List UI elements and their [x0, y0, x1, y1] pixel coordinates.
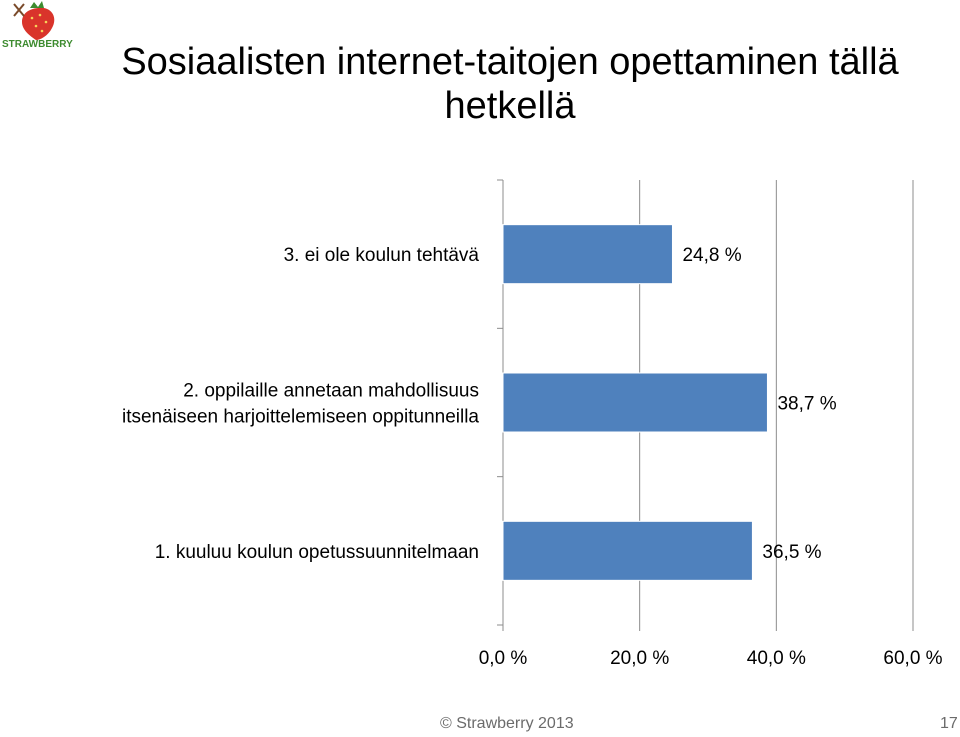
- x-tick-label: 60,0 %: [883, 648, 942, 669]
- strawberry-icon: STRAWBERRY: [2, 1, 73, 50]
- category-label: itsenäiseen harjoittelemiseen oppitunnei…: [122, 407, 479, 428]
- data-label: 24,8 %: [682, 245, 741, 266]
- slide-title: Sosiaalisten internet-taitojen opettamin…: [121, 41, 899, 127]
- x-tick-label: 40,0 %: [747, 648, 806, 669]
- x-tick-label: 20,0 %: [610, 648, 669, 669]
- logo-text: STRAWBERRY: [2, 39, 73, 50]
- strawberry-logo: STRAWBERRY: [0, 0, 78, 52]
- chart-bars: [502, 224, 768, 581]
- copyright-text: © Strawberry 2013: [440, 715, 574, 732]
- category-label: 3. ei ole koulun tehtävä: [284, 245, 480, 266]
- category-label: 1. kuuluu koulun opetussuunnitelmaan: [155, 542, 479, 563]
- bar: [502, 224, 673, 285]
- x-tick-label: 0,0 %: [479, 648, 528, 669]
- data-label: 38,7 %: [777, 394, 836, 415]
- chart-labels: 0,0 % 20,0 % 40,0 % 60,0 % 1. kuuluu koulun …: [122, 245, 943, 669]
- bar: [502, 372, 768, 433]
- bar: [502, 520, 753, 581]
- page-number: 17: [940, 715, 958, 732]
- category-label: 2. oppilaille annetaan mahdollisuus: [183, 381, 479, 402]
- data-label: 36,5 %: [762, 542, 821, 563]
